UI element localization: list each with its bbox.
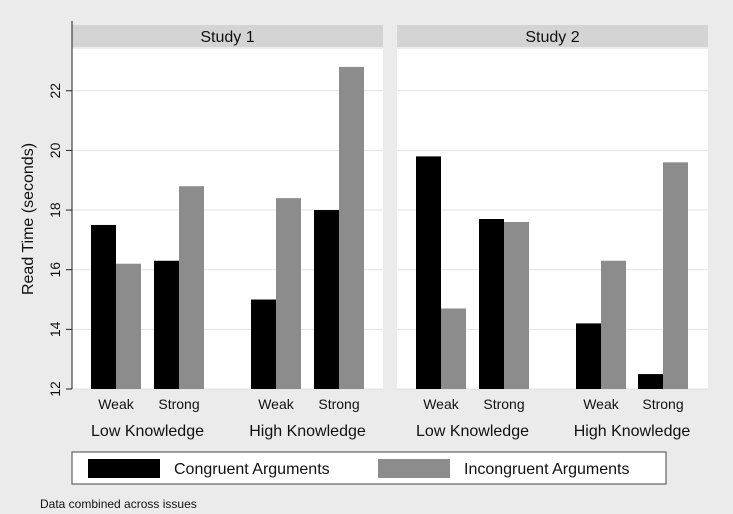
category-label: Weak xyxy=(423,396,460,412)
y-axis: 12 14 16 18 20 22 Read Time (seconds) xyxy=(20,21,73,397)
bar-congruent xyxy=(91,224,116,389)
category-label: Strong xyxy=(642,396,683,412)
bar-incongruent xyxy=(504,221,529,389)
y-tick-label: 22 xyxy=(47,83,63,99)
bar-incongruent xyxy=(441,308,466,389)
category-label: Weak xyxy=(258,396,295,412)
bar-incongruent xyxy=(663,162,688,389)
panel-title: Study 2 xyxy=(525,29,579,46)
group-label: High Knowledge xyxy=(249,423,366,440)
bar-congruent xyxy=(416,156,441,389)
y-tick-label: 18 xyxy=(47,202,63,218)
bar-congruent xyxy=(251,299,276,389)
y-axis-title: Read Time (seconds) xyxy=(20,143,37,295)
panels: Study 1 Weak Strong Low Knowledge Weak Strong… xyxy=(72,25,708,440)
bar-incongruent xyxy=(179,186,204,389)
chart-note: Data combined across issues xyxy=(40,497,197,511)
legend-swatch-incongruent xyxy=(378,459,450,478)
bar-congruent xyxy=(638,374,663,389)
bar-incongruent xyxy=(116,263,141,389)
panel-2: Study 2 Weak Strong Low Knowledge Weak Strong… xyxy=(397,25,708,440)
category-label: Strong xyxy=(483,396,524,412)
panel-1: Study 1 Weak Strong Low Knowledge Weak Strong… xyxy=(72,25,383,440)
bar-incongruent xyxy=(339,66,364,389)
category-label: Strong xyxy=(318,396,359,412)
bar-incongruent xyxy=(276,198,301,389)
legend-label-congruent: Congruent Arguments xyxy=(174,461,330,478)
y-tick-label: 14 xyxy=(47,321,63,337)
panel-strip xyxy=(72,25,383,47)
legend: Congruent Arguments Incongruent Argument… xyxy=(71,451,667,485)
bar-congruent xyxy=(314,210,339,389)
group-label: Low Knowledge xyxy=(416,423,529,440)
legend-label-incongruent: Incongruent Arguments xyxy=(464,461,629,478)
legend-swatch-congruent xyxy=(88,459,160,478)
y-tick-label: 12 xyxy=(47,381,63,397)
category-label: Strong xyxy=(158,396,199,412)
category-label: Weak xyxy=(583,396,620,412)
legend-box xyxy=(71,451,667,485)
y-tick-label: 16 xyxy=(47,262,63,278)
bar-incongruent xyxy=(601,260,626,389)
panel-title: Study 1 xyxy=(200,29,254,46)
group-label: High Knowledge xyxy=(574,423,691,440)
bar-congruent xyxy=(154,260,179,389)
category-label: Weak xyxy=(98,396,135,412)
y-tick-label: 20 xyxy=(47,142,63,158)
bar-congruent xyxy=(576,323,601,389)
bar-congruent xyxy=(479,219,504,389)
panel-strip xyxy=(397,25,708,47)
group-label: Low Knowledge xyxy=(91,423,204,440)
